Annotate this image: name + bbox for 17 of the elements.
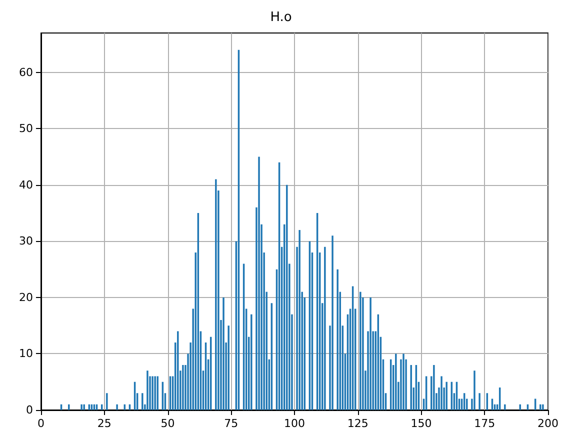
- x-tick-label: 100: [284, 417, 305, 430]
- x-tick-label: 25: [97, 417, 112, 430]
- y-tick-label: 20: [19, 290, 33, 304]
- y-tick-label: 30: [19, 234, 33, 248]
- x-tick-label: 50: [160, 417, 175, 430]
- x-tick-label: 150: [410, 417, 432, 430]
- y-tick-label: 40: [19, 178, 33, 192]
- y-tick-label: 50: [19, 122, 33, 136]
- y-tick-label: 60: [19, 66, 33, 79]
- x-tick-label: 0: [38, 417, 44, 430]
- chart-title: H.o: [270, 10, 292, 25]
- x-tick-label: 125: [347, 417, 368, 430]
- x-tick-label: 175: [474, 417, 496, 430]
- y-tick-label: 10: [19, 347, 33, 360]
- y-tick-label: 0: [26, 404, 33, 416]
- x-tick-label: 75: [224, 417, 238, 430]
- x-tick-label: 200: [538, 417, 558, 430]
